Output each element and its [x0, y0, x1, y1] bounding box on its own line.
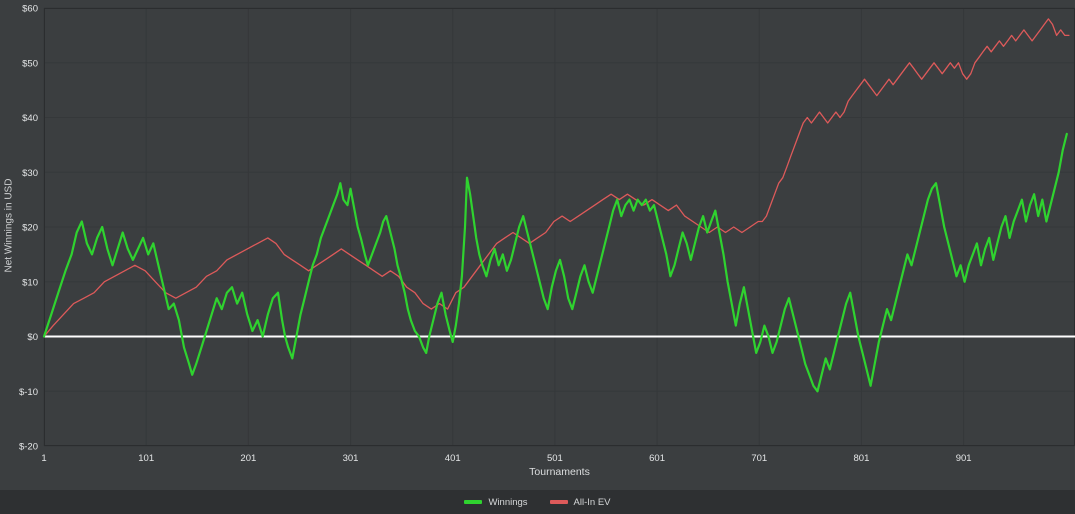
- svg-text:$0: $0: [27, 332, 38, 343]
- legend-item-allin-ev[interactable]: All-In EV: [549, 496, 611, 508]
- svg-text:$40: $40: [22, 113, 38, 124]
- chart-plot-area: $-20 $-10 $0 $10 $20 $30 $40 $50 $60 1 101 201 301 40…: [19, 4, 1075, 464]
- chart-legend: Winnings All-In EV: [0, 490, 1075, 514]
- svg-text:301: 301: [343, 453, 359, 464]
- svg-text:$20: $20: [22, 223, 38, 234]
- allin-ev-legend-label: All-In EV: [573, 496, 611, 508]
- svg-text:601: 601: [649, 453, 665, 464]
- svg-text:401: 401: [445, 453, 461, 464]
- svg-text:$60: $60: [22, 4, 38, 15]
- svg-text:$-20: $-20: [19, 442, 38, 453]
- winnings-line-swatch: [464, 500, 483, 504]
- legend-item-winnings[interactable]: Winnings: [464, 496, 528, 508]
- svg-text:101: 101: [138, 453, 154, 464]
- svg-text:801: 801: [854, 453, 870, 464]
- svg-text:$30: $30: [22, 168, 38, 179]
- svg-text:501: 501: [547, 453, 563, 464]
- svg-text:$10: $10: [22, 277, 38, 288]
- x-axis-title: Tournaments: [529, 466, 590, 478]
- svg-text:$50: $50: [22, 58, 38, 69]
- svg-text:$-10: $-10: [19, 387, 38, 398]
- allin-ev-line-swatch: [549, 500, 568, 504]
- y-axis-title: Net Winnings in USD: [3, 178, 15, 273]
- winnings-legend-label: Winnings: [488, 496, 528, 508]
- svg-text:901: 901: [956, 453, 972, 464]
- svg-text:1: 1: [41, 453, 46, 464]
- svg-text:701: 701: [751, 453, 767, 464]
- svg-text:201: 201: [240, 453, 256, 464]
